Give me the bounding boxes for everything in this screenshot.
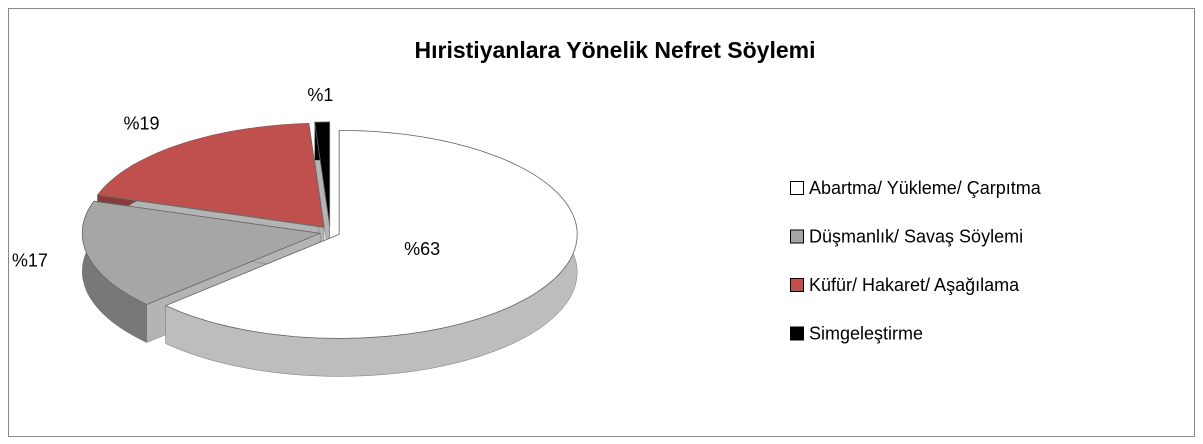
data-label: %17 bbox=[12, 250, 48, 270]
legend-swatch bbox=[790, 229, 804, 244]
data-label: %63 bbox=[404, 239, 440, 259]
chart-title: Hıristiyanlara Yönelik Nefret Söylemi bbox=[415, 37, 816, 63]
legend-swatch bbox=[790, 181, 804, 195]
legend-label: Simgeleştirme bbox=[809, 323, 923, 343]
slice bbox=[96, 123, 325, 228]
data-label: %19 bbox=[124, 113, 160, 133]
legend-swatch bbox=[790, 326, 804, 341]
legend-label: Küfür/ Hakaret/ Aşağılama bbox=[809, 275, 1020, 295]
legend-swatch bbox=[790, 278, 804, 292]
data-label: %1 bbox=[307, 85, 333, 105]
slice bbox=[314, 121, 331, 227]
slice bbox=[81, 200, 322, 305]
legend-label: Düşmanlık/ Savaş Söylemi bbox=[809, 226, 1023, 246]
legend-label: Abartma/ Yükleme/ Çarpıtma bbox=[809, 178, 1042, 198]
slice bbox=[164, 129, 578, 339]
